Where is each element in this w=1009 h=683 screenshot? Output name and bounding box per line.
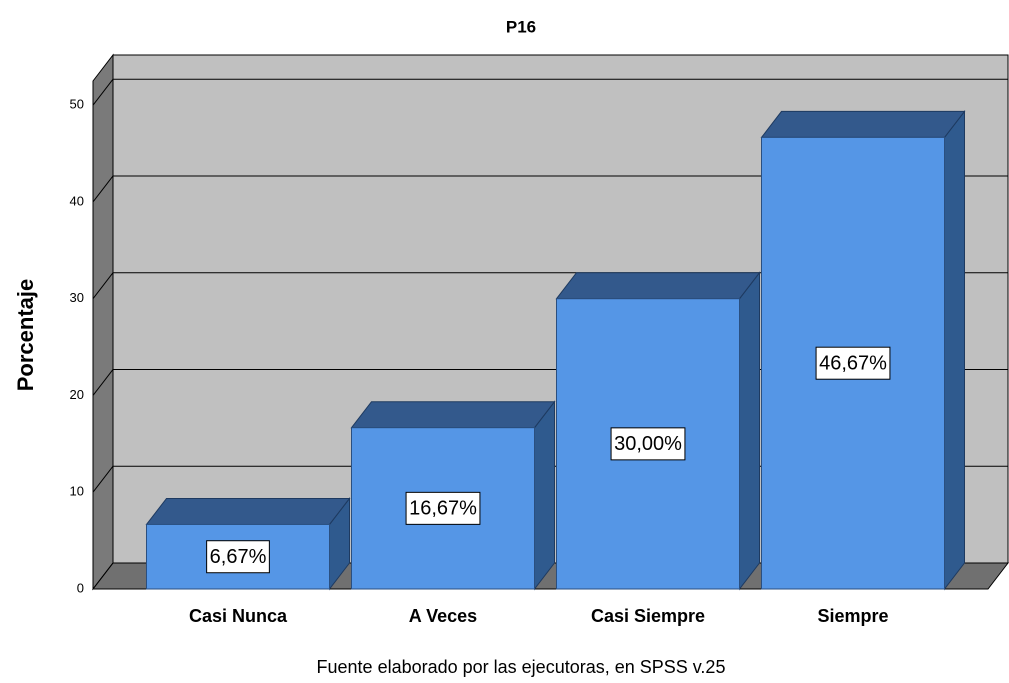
y-tick-label: 50 <box>70 97 84 112</box>
bar-side <box>944 109 965 591</box>
bar-side <box>534 400 555 591</box>
grid-line <box>92 272 114 300</box>
y-tick-label: 30 <box>70 290 84 305</box>
bar-top <box>145 497 351 525</box>
value-label-box <box>610 427 686 461</box>
value-label-box <box>206 540 270 574</box>
x-tick-label: Casi Nunca <box>189 606 288 626</box>
y-tick-label: 20 <box>70 387 84 402</box>
x-tick-label: A Veces <box>409 606 477 626</box>
bar-top <box>760 110 966 138</box>
y-tick-label: 0 <box>77 580 84 595</box>
x-tick-label: Siempre <box>817 606 888 626</box>
value-label: 46,67% <box>819 352 887 374</box>
footnote: Fuente elaborado por las ejecutoras, en … <box>317 657 726 677</box>
grid-line <box>92 465 114 493</box>
grid-line <box>92 562 114 590</box>
grid-line <box>92 78 114 106</box>
value-label: 16,67% <box>409 498 477 520</box>
value-label-box <box>405 491 481 525</box>
value-label: 30,00% <box>614 433 682 455</box>
grid-line <box>92 369 114 396</box>
y-axis-label: Porcentaje <box>13 279 38 392</box>
value-label-box <box>815 346 891 380</box>
bar-top <box>555 272 761 300</box>
bar-top <box>350 401 556 429</box>
bar-side <box>739 271 760 591</box>
value-label: 6,67% <box>210 546 267 568</box>
grid-line <box>92 175 114 203</box>
chart-title: P16 <box>506 17 536 36</box>
left-wall <box>92 53 114 591</box>
y-tick-label: 10 <box>70 484 84 499</box>
y-tick-label: 40 <box>70 193 84 208</box>
x-tick-label: Casi Siempre <box>591 606 705 626</box>
